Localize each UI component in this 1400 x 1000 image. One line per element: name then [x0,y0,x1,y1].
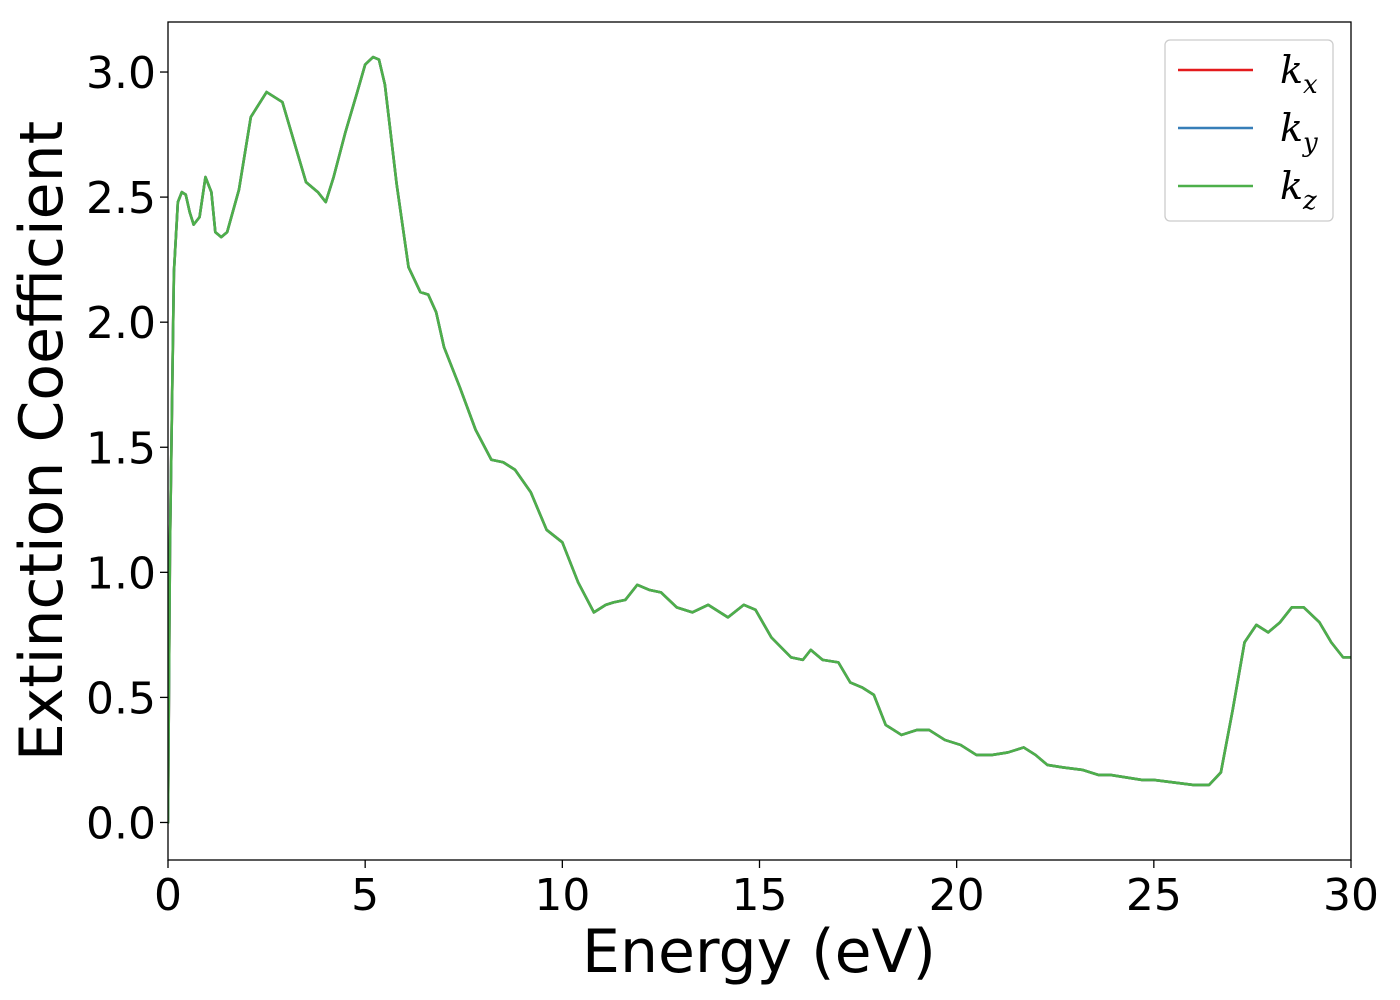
y-tick-label: 2.0 [86,298,156,349]
y-tick-label: 0.0 [86,798,156,849]
y-axis-ticks: 0.0 0.5 1.0 1.5 2.0 2.5 3.0 [86,48,168,849]
x-axis-ticks: 0 5 10 15 20 25 30 [154,860,1379,921]
y-tick-label: 1.5 [86,423,156,474]
legend-box [1164,39,1334,222]
x-tick-label: 0 [154,870,182,921]
y-tick-label: 2.5 [86,173,156,224]
x-tick-label: 20 [929,870,985,921]
x-axis-label: Energy (eV) [582,917,936,987]
y-tick-label: 1.0 [86,548,156,599]
legend: kx ky kz [1164,39,1334,222]
x-tick-label: 15 [732,870,788,921]
legend-label-ky: ky [1280,106,1318,158]
x-tick-label: 5 [351,870,379,921]
legend-label-kz: kz [1280,164,1317,216]
y-tick-label: 0.5 [86,673,156,724]
legend-label-kx: kx [1280,48,1318,100]
x-tick-label: 30 [1323,870,1379,921]
x-tick-label: 25 [1126,870,1182,921]
y-axis-label: Extinction Coefficient [7,121,77,761]
y-tick-label: 3.0 [86,48,156,99]
x-tick-label: 10 [534,870,590,921]
series-line-kz [168,55,1351,824]
